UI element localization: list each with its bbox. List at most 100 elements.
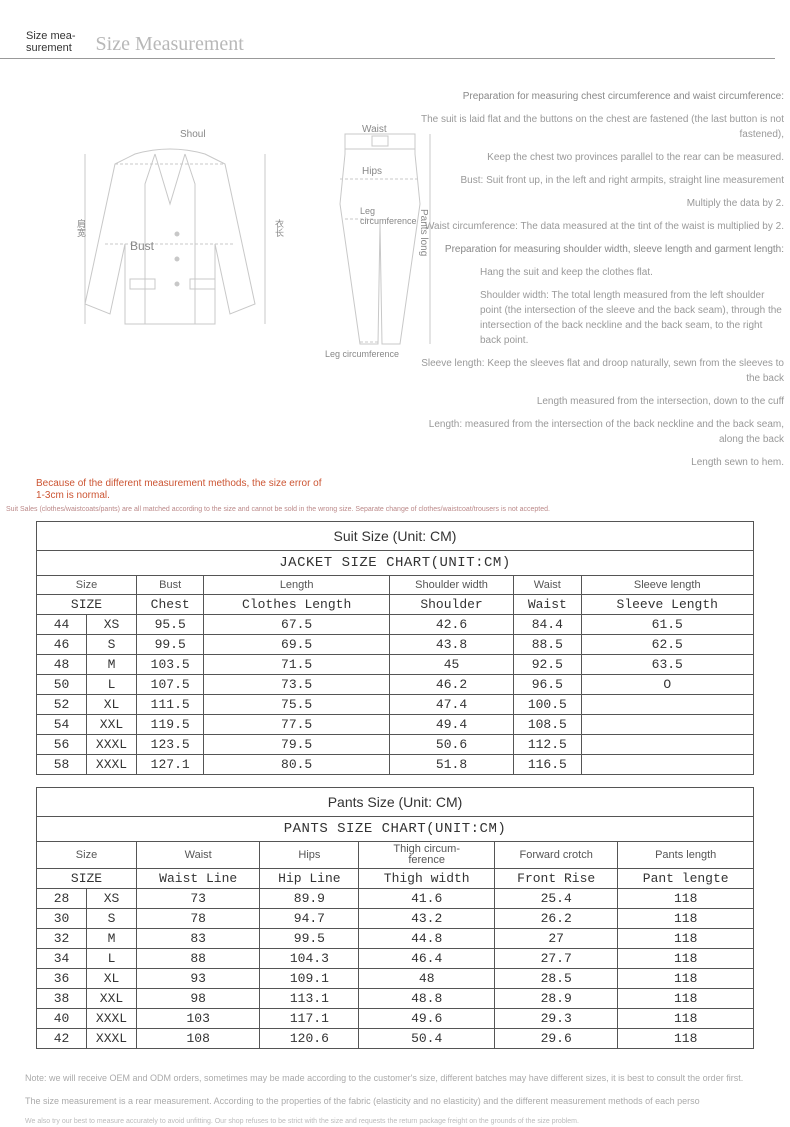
table-cell: XL xyxy=(87,969,137,989)
table-cell: 34 xyxy=(37,949,87,969)
pants-title: Pants Size (Unit: CM) xyxy=(37,788,754,817)
table-cell: 61.5 xyxy=(581,615,754,635)
footer-n2: The size measurement is a rear measureme… xyxy=(25,1094,784,1108)
table-cell: 46.2 xyxy=(389,675,513,695)
table-cell: 40 xyxy=(37,1009,87,1029)
table-cell: 36 xyxy=(37,969,87,989)
table-cell: 84.4 xyxy=(514,615,581,635)
table-cell: 43.8 xyxy=(389,635,513,655)
table-cell: 50.6 xyxy=(389,735,513,755)
table-cell: 32 xyxy=(37,929,87,949)
table-cell: M xyxy=(87,929,137,949)
col-header: Thigh width xyxy=(359,869,495,889)
table-cell: XS xyxy=(87,889,137,909)
warning: Because of the different measurement met… xyxy=(0,478,790,506)
prep1: Preparation for measuring chest circumfe… xyxy=(420,89,784,104)
col-header: Waist xyxy=(514,595,581,615)
col-header: SIZE xyxy=(37,595,137,615)
col-header: Forward crotch xyxy=(494,842,617,869)
table-cell: 25.4 xyxy=(494,889,617,909)
pants-table-wrap: Pants Size (Unit: CM) PANTS SIZE CHART(U… xyxy=(0,787,790,1061)
table-cell: 48 xyxy=(359,969,495,989)
table-cell: XXXL xyxy=(87,755,137,775)
table-cell: 80.5 xyxy=(204,755,390,775)
table-cell: 73 xyxy=(137,889,260,909)
table-cell: 67.5 xyxy=(204,615,390,635)
col-header: Sleeve Length xyxy=(581,595,754,615)
table-cell: 111.5 xyxy=(137,695,204,715)
col-header: Size xyxy=(37,576,137,595)
table-cell: 63.5 xyxy=(581,655,754,675)
table-cell: 58 xyxy=(37,755,87,775)
instr-l3: Bust: Suit front up, in the left and rig… xyxy=(420,173,784,188)
table-cell: 42 xyxy=(37,1029,87,1049)
table-cell: 49.4 xyxy=(389,715,513,735)
instr-l5: Waist circumference: The data measured a… xyxy=(420,219,784,234)
table-cell: 50.4 xyxy=(359,1029,495,1049)
table-cell: 103.5 xyxy=(137,655,204,675)
table-cell: XL xyxy=(87,695,137,715)
table-cell: 27.7 xyxy=(494,949,617,969)
table-cell: 96.5 xyxy=(514,675,581,695)
header-title: Size mea- surement xyxy=(26,30,76,58)
col-header: Hips xyxy=(260,842,359,869)
table-cell: 77.5 xyxy=(204,715,390,735)
table-cell: 44.8 xyxy=(359,929,495,949)
prep2: Preparation for measuring shoulder width… xyxy=(420,242,784,257)
table-cell: 118 xyxy=(618,1009,754,1029)
footer-n3: We also try our best to measure accurate… xyxy=(25,1116,784,1127)
table-cell: 94.7 xyxy=(260,909,359,929)
table-cell: 41.6 xyxy=(359,889,495,909)
table-cell: L xyxy=(87,675,137,695)
table-cell: XXXL xyxy=(87,1009,137,1029)
table-cell: 119.5 xyxy=(137,715,204,735)
table-cell xyxy=(581,755,754,775)
warn-l2: 1-3cm is normal. xyxy=(36,490,110,501)
table-cell: 88 xyxy=(137,949,260,969)
table-cell: 118 xyxy=(618,929,754,949)
table-row: 58XXXL127.180.551.8116.5 xyxy=(37,755,754,775)
col-header: Shoulder width xyxy=(389,576,513,595)
table-cell: 26.2 xyxy=(494,909,617,929)
col-header: Hip Line xyxy=(260,869,359,889)
jacket-title: Suit Size (Unit: CM) xyxy=(37,522,754,551)
cn-left-label: 肩宽 xyxy=(75,219,88,237)
col-header: Thigh circum-ference xyxy=(359,842,495,869)
table-cell: 29.6 xyxy=(494,1029,617,1049)
jacket-table-wrap: Suit Size (Unit: CM) JACKET SIZE CHART(U… xyxy=(0,521,790,787)
table-cell: XXXL xyxy=(87,1029,137,1049)
table-cell: 43.2 xyxy=(359,909,495,929)
table-cell: 107.5 xyxy=(137,675,204,695)
table-cell: M xyxy=(87,655,137,675)
table-row: 32M8399.544.827118 xyxy=(37,929,754,949)
table-row: 38XXL98113.148.828.9118 xyxy=(37,989,754,1009)
table-cell: 83 xyxy=(137,929,260,949)
instr-l6: Hang the suit and keep the clothes flat. xyxy=(420,265,784,280)
table-cell: 38 xyxy=(37,989,87,1009)
table-row: 34L88104.346.427.7118 xyxy=(37,949,754,969)
table-cell: 118 xyxy=(618,1029,754,1049)
table-cell: 118 xyxy=(618,969,754,989)
instructions: Preparation for measuring chest circumfe… xyxy=(420,69,790,478)
table-cell: 49.6 xyxy=(359,1009,495,1029)
table-cell: 30 xyxy=(37,909,87,929)
table-cell: 51.8 xyxy=(389,755,513,775)
table-cell: 73.5 xyxy=(204,675,390,695)
jacket-diagram xyxy=(60,124,280,344)
col-header: Sleeve length xyxy=(581,576,754,595)
footer-notes: Note: we will receive OEM and ODM orders… xyxy=(0,1061,790,1127)
table-cell: 93 xyxy=(137,969,260,989)
table-cell: 118 xyxy=(618,949,754,969)
col-header: Front Rise xyxy=(494,869,617,889)
instr-l11: Length sewn to hem. xyxy=(420,455,784,470)
table-cell: 118 xyxy=(618,989,754,1009)
table-cell: 120.6 xyxy=(260,1029,359,1049)
table-cell: S xyxy=(87,635,137,655)
diagrams: Shoul Bust 肩宽 衣长 Waist Hips Leg circumfe… xyxy=(20,69,420,379)
table-cell: 54 xyxy=(37,715,87,735)
col-header: Pant lengte xyxy=(618,869,754,889)
table-cell: 50 xyxy=(37,675,87,695)
table-cell: O xyxy=(581,675,754,695)
table-cell: 45 xyxy=(389,655,513,675)
shoulder-label: Shoul xyxy=(180,129,206,140)
